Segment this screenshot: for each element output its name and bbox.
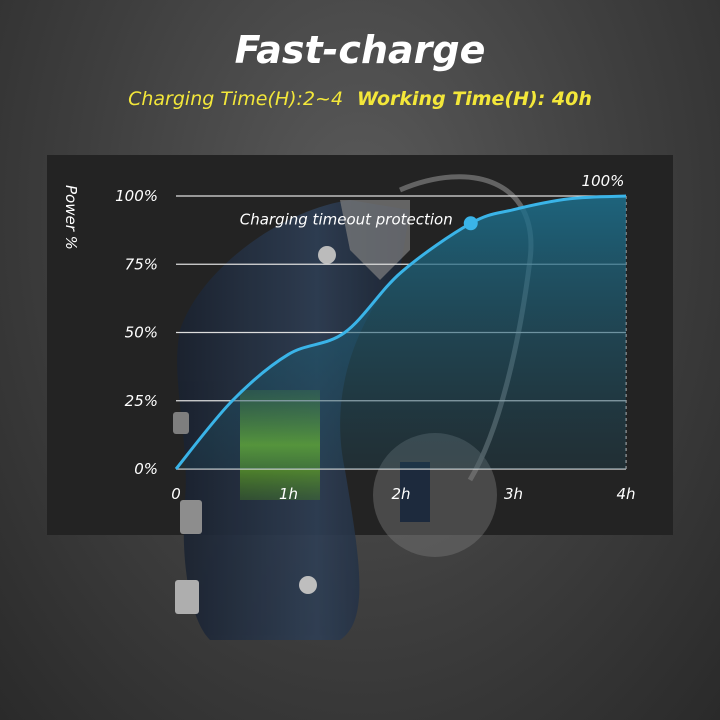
charging-time: Charging Time(H):2~4 <box>128 88 344 110</box>
charging-contact <box>175 580 199 614</box>
y-axis-label: Power % <box>62 185 80 250</box>
timeout-marker <box>463 216 478 231</box>
y-tick-label: 0% <box>134 460 158 478</box>
area-fill <box>176 196 626 469</box>
working-time: Working Time(H): 40h <box>357 88 592 110</box>
annotation-timeout: Charging timeout protection <box>240 210 453 228</box>
x-tick-label: 4h <box>616 485 635 503</box>
y-tick-label: 25% <box>125 392 158 410</box>
x-tick-label: 2h <box>391 485 410 503</box>
y-tick-label: 50% <box>125 324 158 342</box>
y-tick-label: 75% <box>125 255 158 273</box>
x-tick-label: 1h <box>279 485 298 503</box>
x-tick-label: 3h <box>504 485 523 503</box>
annotation-100: 100% <box>582 172 625 190</box>
x-tick-label: 0 <box>171 485 181 503</box>
page-title: Fast-charge <box>234 28 486 72</box>
y-tick-label: 100% <box>115 187 158 205</box>
subtitle: Charging Time(H):2~4 Working Time(H): 40h <box>0 88 720 110</box>
series-line <box>174 194 627 470</box>
